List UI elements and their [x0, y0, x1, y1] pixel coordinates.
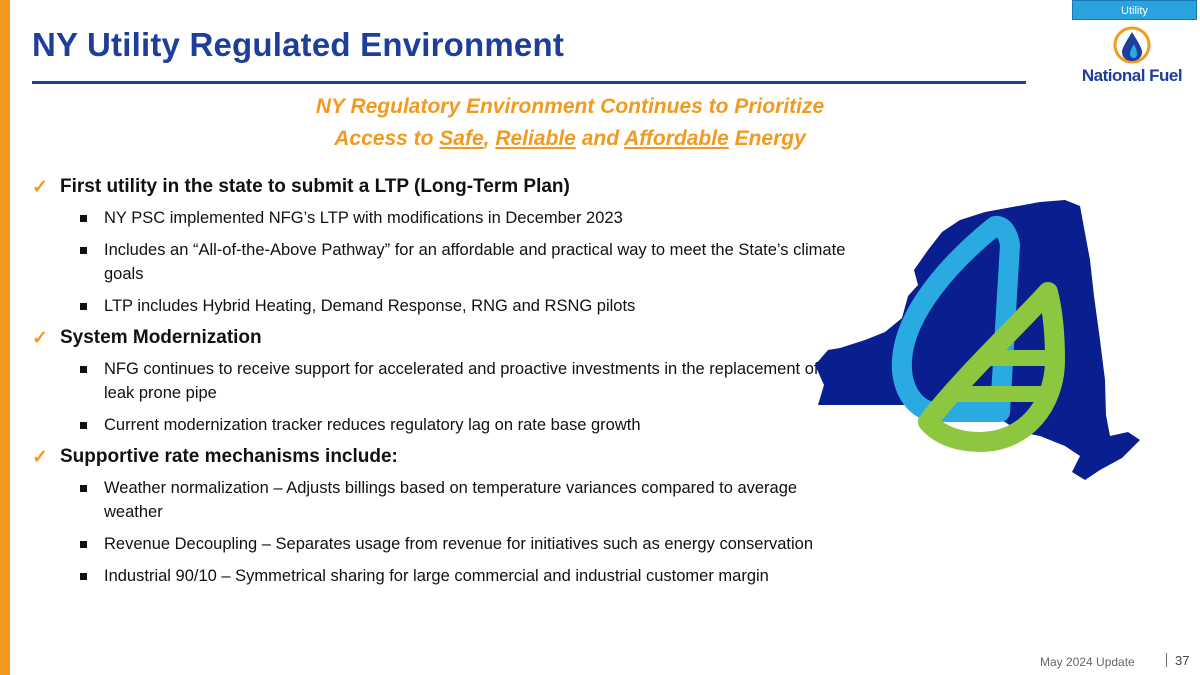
square-bullet-icon [80, 573, 87, 580]
subtitle-line-1: NY Regulatory Environment Continues to P… [315, 95, 825, 118]
square-bullet-icon [80, 215, 87, 222]
footer-divider [1166, 653, 1167, 667]
logo-wordmark: National Fuel [1081, 66, 1183, 85]
new-york-map-graphic [815, 200, 1140, 480]
bullet-item: NFG continues to receive support for acc… [32, 357, 824, 405]
section-tab[interactable]: Utility [1072, 0, 1197, 20]
checkmark-icon: ✓ [32, 328, 48, 349]
subtitle-line-2: Access to Safe, Reliable and Affordable … [334, 127, 806, 150]
left-accent-stripe [0, 0, 10, 675]
square-bullet-icon [80, 485, 87, 492]
square-bullet-icon [80, 366, 87, 373]
water-drop-icon [891, 215, 1020, 422]
flame-drop-icon [1113, 26, 1151, 64]
reliable-emphasis: Reliable [495, 127, 576, 150]
bullet-item: Weather normalization – Adjusts billings… [32, 476, 854, 524]
square-bullet-icon [80, 422, 87, 429]
section-heading-ltp: ✓ First utility in the state to submit a… [32, 176, 570, 198]
square-bullet-icon [80, 541, 87, 548]
bullet-item: Includes an “All-of-the-Above Pathway” f… [32, 238, 864, 286]
square-bullet-icon [80, 247, 87, 254]
company-logo: National Fuel [1072, 26, 1192, 90]
bullet-item: Industrial 90/10 – Symmetrical sharing f… [32, 564, 872, 588]
section-heading-modernization: ✓ System Modernization [32, 327, 262, 349]
content-list: ✓ First utility in the state to submit a… [32, 176, 872, 588]
bullet-item: Revenue Decoupling – Separates usage fro… [32, 532, 824, 556]
safe-emphasis: Safe [439, 127, 484, 150]
bullet-item: Current modernization tracker reduces re… [32, 413, 872, 437]
checkmark-icon: ✓ [32, 177, 48, 198]
leaf-icon [918, 282, 1065, 452]
bullet-item: NY PSC implemented NFG’s LTP with modifi… [32, 206, 872, 230]
title-divider [32, 81, 1026, 84]
square-bullet-icon [80, 303, 87, 310]
affordable-emphasis: Affordable [624, 127, 729, 150]
footer-date: May 2024 Update [1040, 655, 1135, 669]
checkmark-icon: ✓ [32, 447, 48, 468]
bullet-item: LTP includes Hybrid Heating, Demand Resp… [32, 294, 872, 318]
new-york-state-shape [815, 200, 1140, 480]
section-heading-rate-mechanisms: ✓ Supportive rate mechanisms include: [32, 446, 398, 468]
page-title: NY Utility Regulated Environment [32, 26, 565, 63]
page-number: 37 [1175, 653, 1190, 668]
